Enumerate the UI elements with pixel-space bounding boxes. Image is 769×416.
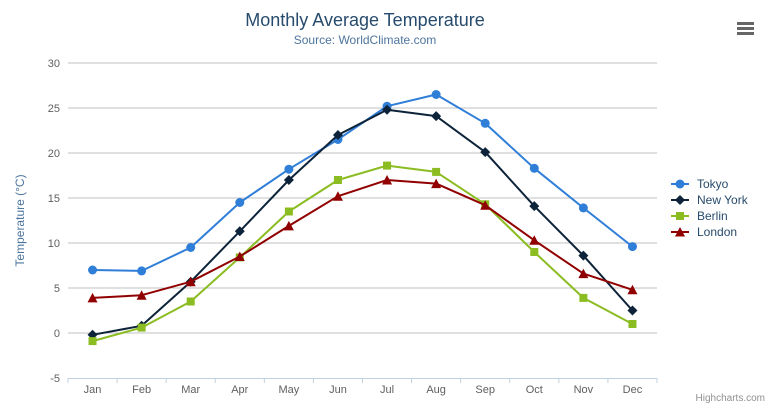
y-axis-tick-label: 0 (54, 328, 60, 340)
x-axis-tick-label: Jun (329, 384, 347, 396)
data-point-berlin[interactable] (186, 297, 195, 306)
data-point-new-york[interactable] (431, 111, 442, 122)
data-point-tokyo[interactable] (137, 266, 147, 276)
data-point-london[interactable] (234, 251, 245, 262)
data-point-berlin[interactable] (284, 207, 293, 216)
legend-label: Tokyo (697, 177, 729, 191)
data-point-new-york[interactable] (382, 104, 393, 115)
x-axis-tick-label: May (278, 384, 299, 396)
data-point-berlin[interactable] (383, 161, 392, 170)
data-point-berlin[interactable] (137, 323, 146, 332)
legend-item-london[interactable]: London (670, 224, 748, 240)
series-line-tokyo (91, 93, 634, 272)
data-point-london[interactable] (627, 284, 638, 295)
data-point-new-york[interactable] (234, 226, 245, 237)
data-point-london[interactable] (136, 290, 147, 300)
series-line-new-york (91, 108, 634, 336)
data-point-new-york[interactable] (578, 250, 589, 261)
legend-item-berlin[interactable]: Berlin (670, 208, 748, 224)
data-point-london[interactable] (382, 175, 393, 185)
highcharts-credit[interactable]: Highcharts.com (695, 393, 765, 404)
x-axis-tick-label: Aug (426, 384, 446, 396)
y-axis-tick-label: 5 (54, 283, 60, 295)
y-axis-tick-label: 25 (48, 103, 60, 115)
y-axis-tick-label: 20 (48, 148, 60, 160)
x-axis-tick-label: Apr (231, 384, 248, 396)
x-axis-tick-label: Jul (380, 384, 394, 396)
data-point-tokyo[interactable] (235, 198, 245, 207)
data-point-tokyo[interactable] (578, 203, 588, 213)
legend-marker-diamond-icon (671, 195, 689, 205)
data-point-tokyo[interactable] (88, 265, 98, 275)
data-point-new-york[interactable] (480, 147, 491, 158)
x-axis-tick-label: Sep (475, 384, 495, 396)
data-point-tokyo[interactable] (284, 164, 294, 174)
y-axis-tick-label: 15 (48, 193, 60, 205)
x-axis-tick-label: Oct (526, 384, 543, 396)
data-point-tokyo[interactable] (627, 242, 637, 252)
legend-label: Berlin (697, 209, 728, 223)
x-axis-tick-label: Nov (574, 384, 594, 396)
legend-label: New York (697, 193, 748, 207)
x-axis-tick-label: Jan (84, 384, 102, 396)
data-point-tokyo[interactable] (431, 90, 441, 99)
data-point-london[interactable] (529, 235, 540, 245)
y-axis-tick-label: 10 (48, 238, 60, 250)
legend-label: London (697, 225, 738, 239)
data-point-tokyo[interactable] (529, 163, 539, 173)
data-point-london[interactable] (431, 178, 442, 189)
x-axis-tick-label: Mar (181, 384, 200, 396)
data-point-berlin[interactable] (628, 320, 637, 328)
data-point-new-york[interactable] (529, 201, 540, 212)
series-line-london (91, 179, 634, 299)
series-line-berlin (91, 164, 634, 343)
data-point-berlin[interactable] (88, 337, 97, 346)
legend-marker-triangle-icon (671, 227, 689, 237)
y-axis-tick-label: -5 (50, 373, 60, 385)
data-point-london[interactable] (185, 276, 196, 287)
data-point-tokyo[interactable] (480, 118, 490, 128)
legend-item-new-york[interactable]: New York (670, 192, 748, 208)
data-point-berlin[interactable] (579, 293, 588, 302)
legend-marker-circle-icon (671, 179, 689, 189)
legend-marker-square-icon (671, 212, 689, 220)
legend: Tokyo New York Berlin London (670, 176, 748, 240)
data-point-berlin[interactable] (530, 248, 539, 256)
x-axis-tick-label: Dec (623, 384, 643, 396)
x-axis-tick-label: Feb (132, 384, 151, 396)
data-point-london[interactable] (480, 200, 491, 210)
data-point-tokyo[interactable] (186, 243, 196, 252)
data-point-berlin[interactable] (432, 167, 441, 176)
legend-item-tokyo[interactable]: Tokyo (670, 176, 748, 192)
data-point-london[interactable] (87, 292, 98, 303)
data-point-berlin[interactable] (333, 176, 342, 184)
data-point-new-york[interactable] (332, 130, 343, 140)
data-point-london[interactable] (578, 268, 589, 279)
data-point-london[interactable] (283, 220, 294, 231)
data-point-new-york[interactable] (627, 305, 638, 316)
data-point-new-york[interactable] (283, 175, 294, 185)
hamburger-icon[interactable] (733, 17, 758, 39)
y-axis-title: Temperature (°C) (13, 174, 27, 266)
data-point-london[interactable] (332, 191, 343, 201)
y-axis-tick-label: 30 (48, 58, 60, 70)
